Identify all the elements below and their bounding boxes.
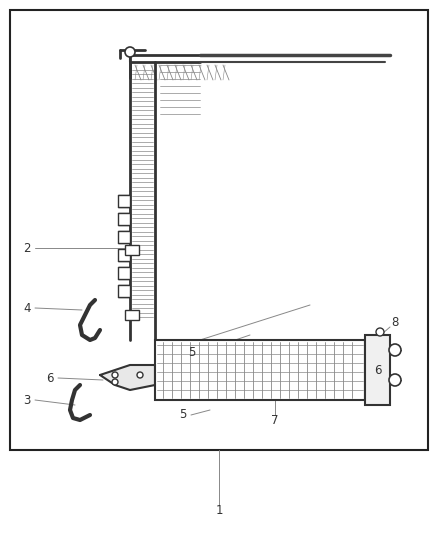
Circle shape — [112, 379, 118, 385]
Text: 8: 8 — [391, 316, 399, 328]
Bar — [118, 285, 130, 297]
Circle shape — [389, 344, 401, 356]
Text: 2: 2 — [23, 241, 31, 254]
Bar — [125, 310, 139, 320]
Bar — [118, 195, 130, 207]
Circle shape — [389, 374, 401, 386]
Bar — [10, 10, 428, 450]
Bar — [118, 231, 130, 243]
Text: 7: 7 — [271, 414, 279, 426]
Circle shape — [137, 372, 143, 378]
Bar — [155, 340, 365, 400]
Bar — [118, 213, 130, 225]
Bar — [118, 267, 130, 279]
Bar — [118, 249, 130, 261]
Text: 5: 5 — [188, 345, 196, 359]
Text: 3: 3 — [23, 393, 31, 407]
Circle shape — [125, 47, 135, 57]
Bar — [365, 335, 390, 405]
Circle shape — [376, 328, 384, 336]
Text: 6: 6 — [374, 364, 382, 376]
Bar — [125, 245, 139, 255]
Circle shape — [112, 372, 118, 378]
Text: 5: 5 — [179, 408, 187, 422]
Text: 1: 1 — [215, 504, 223, 516]
Text: 4: 4 — [23, 302, 31, 314]
Text: 6: 6 — [46, 372, 54, 384]
Polygon shape — [100, 365, 155, 390]
